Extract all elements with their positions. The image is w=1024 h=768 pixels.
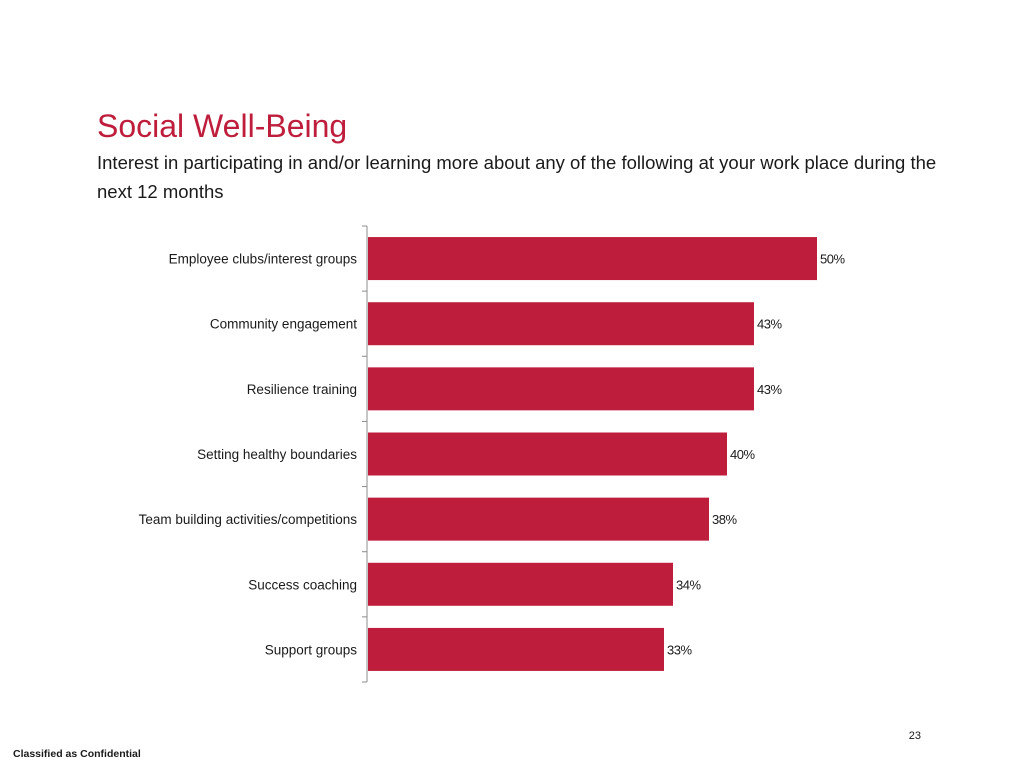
category-label: Community engagement (210, 317, 357, 332)
category-label: Resilience training (247, 382, 357, 397)
chart-subtitle: Interest in participating in and/or lear… (97, 152, 937, 202)
bar (368, 237, 817, 281)
category-label: Support groups (265, 642, 358, 657)
confidentiality-footer: Classified as Confidential (13, 748, 141, 760)
category-label: Employee clubs/interest groups (169, 252, 358, 267)
bar (368, 302, 754, 346)
category-label: Setting healthy boundaries (197, 447, 357, 462)
value-label: 38% (712, 512, 737, 527)
value-label: 40% (730, 447, 755, 462)
bar (368, 432, 727, 476)
bar (368, 627, 664, 671)
value-label: 43% (757, 382, 782, 397)
page-title: Social Well-Being (97, 108, 348, 144)
value-label: 34% (676, 577, 701, 592)
value-label: 33% (667, 642, 692, 657)
value-label: 43% (757, 317, 782, 332)
bar (368, 497, 709, 541)
bar (368, 367, 754, 411)
page-number: 23 (908, 730, 921, 742)
category-label: Success coaching (248, 577, 357, 592)
bar (368, 562, 673, 606)
category-label: Team building activities/competitions (139, 512, 358, 527)
value-label: 50% (820, 252, 845, 267)
